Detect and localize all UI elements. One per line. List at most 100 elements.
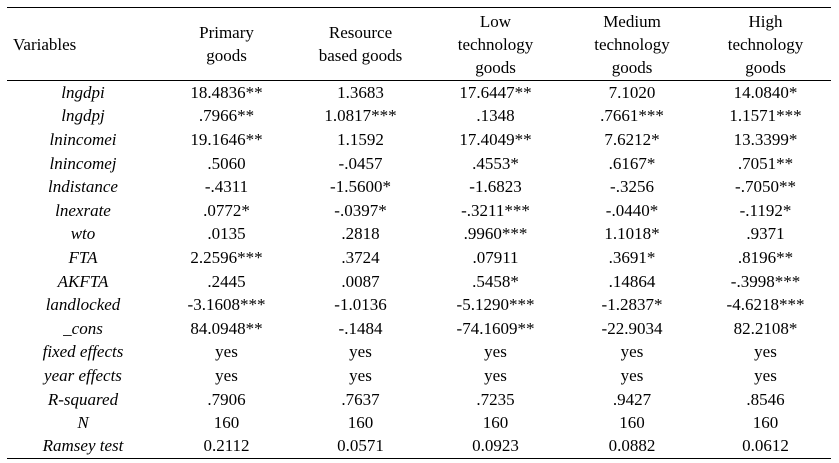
- table-row: FTA 2.2596*** .3724 .07911 .3691* .8196**: [7, 246, 831, 270]
- table-cell: .0772*: [203, 200, 250, 220]
- row-label: lngdpj: [61, 106, 105, 126]
- table-cell: .6167*: [608, 153, 656, 173]
- table-cell: -.1484: [338, 318, 383, 338]
- table-cell: yes: [754, 365, 777, 385]
- table-row: lnincomej .5060 -.0457 .4553* .6167* .7051**: [7, 151, 831, 175]
- header-resource-based-goods: Resource based goods: [294, 7, 427, 81]
- row-label: Ramsey test: [7, 434, 159, 459]
- table-cell: -3.1608***: [187, 295, 266, 315]
- table-row: landlocked -3.1608*** -1.0136 -5.1290*** -1.…: [7, 293, 831, 317]
- row-label: fixed effects: [42, 342, 124, 362]
- row-label: R-squared: [47, 389, 119, 409]
- row-label: lnincomej: [49, 153, 117, 173]
- row-label: lndistance: [48, 177, 118, 197]
- header-high-technology-goods: High technology goods: [700, 7, 831, 81]
- table-cell: .4553*: [472, 153, 519, 173]
- table-row: year effects yes yes yes yes yes: [7, 364, 831, 388]
- table-cell: .5060: [207, 153, 246, 173]
- table-cell: 0.0882: [564, 434, 700, 459]
- header-text: based goods: [318, 46, 403, 65]
- table-cell: .5458*: [472, 271, 519, 291]
- row-label: FTA: [68, 247, 98, 267]
- table-cell: -4.6218***: [726, 295, 805, 315]
- table-cell: yes: [754, 342, 777, 362]
- table-cell: yes: [349, 342, 372, 362]
- header-text: technology: [727, 34, 804, 54]
- row-label: landlocked: [45, 295, 121, 315]
- table-cell: 7.1020: [608, 83, 656, 103]
- table-cell: .9960***: [463, 224, 528, 244]
- table-cell: .7906: [207, 389, 246, 409]
- table-cell: .7051**: [737, 153, 794, 173]
- regression-results-table: Variables Primary goods Resource based g…: [7, 7, 831, 459]
- table-cell: .7235: [476, 389, 515, 409]
- table-cell: 1.3683: [337, 83, 384, 103]
- table-cell: .8546: [746, 389, 785, 409]
- table-cell: .9371: [746, 224, 785, 244]
- table-row: _cons 84.0948** -.1484 -74.1609** -22.9034 82…: [7, 316, 831, 340]
- header-text: High: [748, 11, 783, 31]
- table-cell: 18.4836**: [190, 83, 263, 103]
- table-cell: .7966**: [198, 106, 255, 126]
- table-cell: 1.1592: [337, 129, 384, 149]
- table-cell: 19.1646**: [190, 129, 263, 149]
- table-cell: -1.0136: [334, 295, 387, 315]
- table-cell: .2445: [207, 271, 246, 291]
- table-cell: 160: [752, 413, 779, 433]
- table-row: fixed effects yes yes yes yes yes: [7, 340, 831, 364]
- table-cell: yes: [620, 365, 644, 385]
- table-cell: -.3998***: [730, 271, 801, 291]
- table-cell: 7.6212*: [604, 129, 660, 149]
- table-cell: -.7050**: [735, 177, 796, 197]
- table-cell: 84.0948**: [190, 318, 263, 338]
- table-cell: yes: [215, 365, 238, 385]
- table-cell: 0.0571: [294, 434, 427, 459]
- row-label: wto: [70, 224, 96, 244]
- table-cell: .07911: [472, 247, 519, 267]
- row-label: _cons: [63, 318, 103, 338]
- table-cell: .7661***: [600, 106, 664, 126]
- table-cell: .2818: [341, 224, 380, 244]
- table-cell: .0087: [341, 271, 380, 291]
- table-row: lnexrate .0772* -.0397* -.3211*** -.0440* -.1…: [7, 198, 831, 222]
- table-cell: 17.6447**: [459, 83, 532, 103]
- table-cell: 1.1571***: [729, 106, 802, 126]
- header-row: Variables Primary goods Resource based g…: [7, 7, 831, 81]
- table-cell: 0.0612: [700, 434, 831, 459]
- table-cell: yes: [484, 365, 507, 385]
- table-cell: .8196**: [737, 247, 794, 267]
- header-text: Primary: [199, 23, 254, 42]
- table-cell: -22.9034: [601, 318, 663, 338]
- table-cell: 1.0817***: [324, 106, 397, 126]
- table-row: R-squared .7906 .7637 .7235 .9427 .8546: [7, 387, 831, 411]
- table-cell: yes: [215, 342, 238, 362]
- table-cell: .0135: [207, 224, 246, 244]
- table-cell: -.3256: [610, 177, 654, 197]
- table-cell: yes: [620, 342, 644, 362]
- table-cell: 160: [482, 413, 509, 433]
- table-cell: 14.0840*: [733, 83, 798, 103]
- table-cell: -.3211***: [461, 200, 530, 220]
- table-cell: -1.5600*: [330, 177, 391, 197]
- table-cell: 2.2596***: [190, 247, 263, 267]
- table-cell: -74.1609**: [456, 318, 535, 338]
- table-cell: yes: [484, 342, 507, 362]
- table-cell: -.4311: [204, 177, 249, 197]
- table-cell: -5.1290***: [456, 295, 535, 315]
- table-cell: -.0397*: [334, 200, 387, 220]
- table-cell: 17.4049**: [459, 129, 532, 149]
- table-cell: -.1192*: [739, 200, 792, 220]
- table-cell: 160: [347, 413, 374, 433]
- table-cell: .7637: [341, 389, 380, 409]
- table-cell: -.0457: [338, 153, 383, 173]
- table-row: lngdpj .7966** 1.0817*** .1348 .7661*** 1.157…: [7, 104, 831, 128]
- table-row: lnincomei 19.1646** 1.1592 17.4049** 7.6212*…: [7, 128, 831, 152]
- table-row: N 160 160 160 160 160: [7, 411, 831, 435]
- header-text: technology: [457, 34, 534, 54]
- table-cell: 160: [213, 413, 240, 433]
- table-cell: -.0440*: [605, 200, 659, 220]
- row-label: AKFTA: [57, 271, 109, 291]
- table-cell: 0.0923: [427, 434, 564, 459]
- header-low-technology-goods: Low technology goods: [427, 7, 564, 81]
- table-cell: .3691*: [608, 247, 656, 267]
